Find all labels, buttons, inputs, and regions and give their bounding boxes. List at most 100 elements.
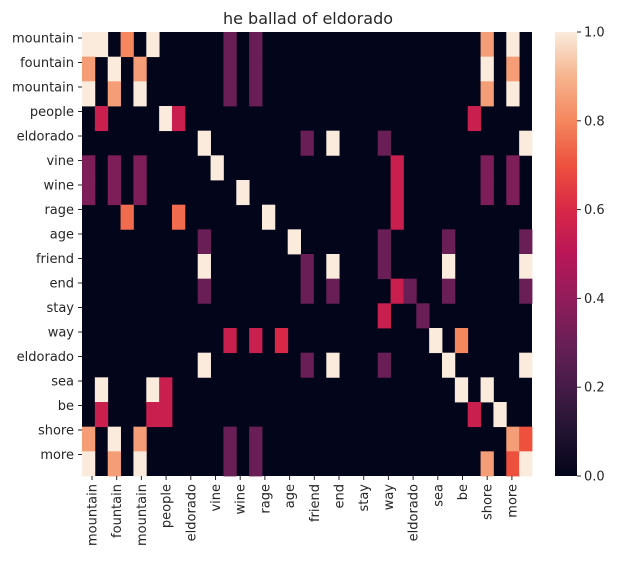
heatmap-cell <box>120 204 134 230</box>
heatmap-cell <box>467 106 481 132</box>
colorbar-tick-label: 0.2 <box>584 381 605 396</box>
heatmap-cell <box>82 155 96 181</box>
heatmap-cell <box>223 32 237 58</box>
heatmap-cell <box>442 254 456 280</box>
y-tick-label: mountain <box>12 81 74 96</box>
heatmap-cell <box>480 451 494 477</box>
heatmap-cell <box>107 56 121 82</box>
heatmap-cell <box>146 402 160 428</box>
heatmap-cell <box>82 32 96 58</box>
y-tick-label: end <box>50 277 75 292</box>
heatmap-cell <box>146 377 160 403</box>
y-tick-label: friend <box>36 252 74 267</box>
heatmap-cell <box>377 254 391 280</box>
heatmap-cell <box>133 56 147 82</box>
y-tick-label: mountain <box>12 32 74 47</box>
heatmap-cell <box>493 402 507 428</box>
heatmap-cell <box>107 426 121 452</box>
y-tick-label: eldorado <box>17 350 74 365</box>
heatmap-cell <box>326 130 340 156</box>
heatmap-cell <box>262 204 276 230</box>
heatmap-cell <box>210 155 224 181</box>
heatmap-cell <box>249 32 263 58</box>
heatmap-cell <box>82 81 96 107</box>
x-tick-label: shore <box>481 484 496 520</box>
heatmap-cell <box>107 180 121 206</box>
x-tick-label: mountain <box>86 484 101 546</box>
heatmap-cell <box>107 451 121 477</box>
x-tick-label: stay <box>357 484 372 512</box>
x-tick-label: sea <box>431 484 446 507</box>
y-tick-label: be <box>58 399 74 414</box>
heatmap-cell <box>390 204 404 230</box>
heatmap-cell <box>454 377 469 403</box>
colorbar-tick-label: 1.0 <box>584 26 605 41</box>
heatmap-cell <box>300 278 314 304</box>
heatmap-cell <box>390 155 404 181</box>
heatmap-cell <box>506 56 520 82</box>
heatmap-cell <box>249 56 263 82</box>
heatmap-cell <box>197 254 211 280</box>
heatmap-cell <box>519 229 533 255</box>
heatmap-cell <box>377 352 391 378</box>
heatmap-cell <box>519 254 533 280</box>
y-tick-label: sea <box>51 375 74 390</box>
heatmap-cell <box>480 32 494 58</box>
heatmap-cell <box>506 451 520 477</box>
heatmap-cell <box>82 180 96 206</box>
heatmap-cell <box>146 32 160 58</box>
heatmap-cell <box>249 426 263 452</box>
heatmap-cell <box>223 81 237 107</box>
heatmap-cell <box>159 377 173 403</box>
heatmap-cell <box>159 402 173 428</box>
colorbar-tick-label: 0.6 <box>584 203 605 218</box>
heatmap-cell <box>120 32 134 58</box>
heatmap-cell <box>82 426 96 452</box>
heatmap-cell <box>442 278 456 304</box>
heatmap-cell <box>223 56 237 82</box>
heatmap-cell <box>454 328 469 354</box>
x-tick-label: friend <box>308 484 323 522</box>
heatmap-cell <box>519 451 533 477</box>
heatmap-cell <box>94 32 109 58</box>
heatmap-cell <box>326 352 340 378</box>
heatmap-cell <box>300 130 314 156</box>
heatmap-cell <box>429 328 443 354</box>
heatmap-cell <box>377 130 391 156</box>
x-tick-label: be <box>456 484 471 500</box>
x-axis-ticks: mountain fountain mountain people eldorado vi… <box>86 476 520 546</box>
heatmap-cells <box>82 32 533 477</box>
heatmap-cell <box>287 229 301 255</box>
heatmap-cell <box>506 32 520 58</box>
y-tick-label: eldorado <box>17 130 74 145</box>
heatmap-cell <box>442 352 456 378</box>
heatmap-cell <box>133 426 147 452</box>
heatmap-cell <box>197 278 211 304</box>
x-tick-label: age <box>283 484 298 508</box>
heatmap-cell <box>94 402 109 428</box>
heatmap-cell <box>480 180 494 206</box>
heatmap-cell <box>506 426 520 452</box>
y-tick-label: age <box>50 228 74 243</box>
heatmap-cell <box>223 426 237 452</box>
y-tick-label: more <box>40 448 74 463</box>
heatmap-cell <box>249 328 263 354</box>
y-tick-label: rage <box>44 203 74 218</box>
heatmap-cell <box>107 155 121 181</box>
x-tick-label: mountain <box>135 484 150 546</box>
heatmap-cell <box>94 377 109 403</box>
heatmap-cell <box>197 130 211 156</box>
heatmap-cell <box>197 352 211 378</box>
x-tick-label: wine <box>234 484 249 514</box>
chart-title: he ballad of eldorado <box>223 9 393 28</box>
heatmap-cell <box>519 130 533 156</box>
x-tick-label: vine <box>209 484 224 512</box>
y-tick-label: vine <box>46 154 74 169</box>
x-tick-label: people <box>160 484 175 528</box>
colorbar-ticks: 0.0 0.2 0.4 0.6 0.8 1.0 <box>577 26 605 485</box>
y-tick-label: shore <box>38 424 74 439</box>
x-tick-label: eldorado <box>184 484 199 541</box>
y-axis-ticks: mountain fountain mountain people eldorado vi… <box>12 32 82 463</box>
colorbar-tick-label: 0.8 <box>584 114 605 129</box>
